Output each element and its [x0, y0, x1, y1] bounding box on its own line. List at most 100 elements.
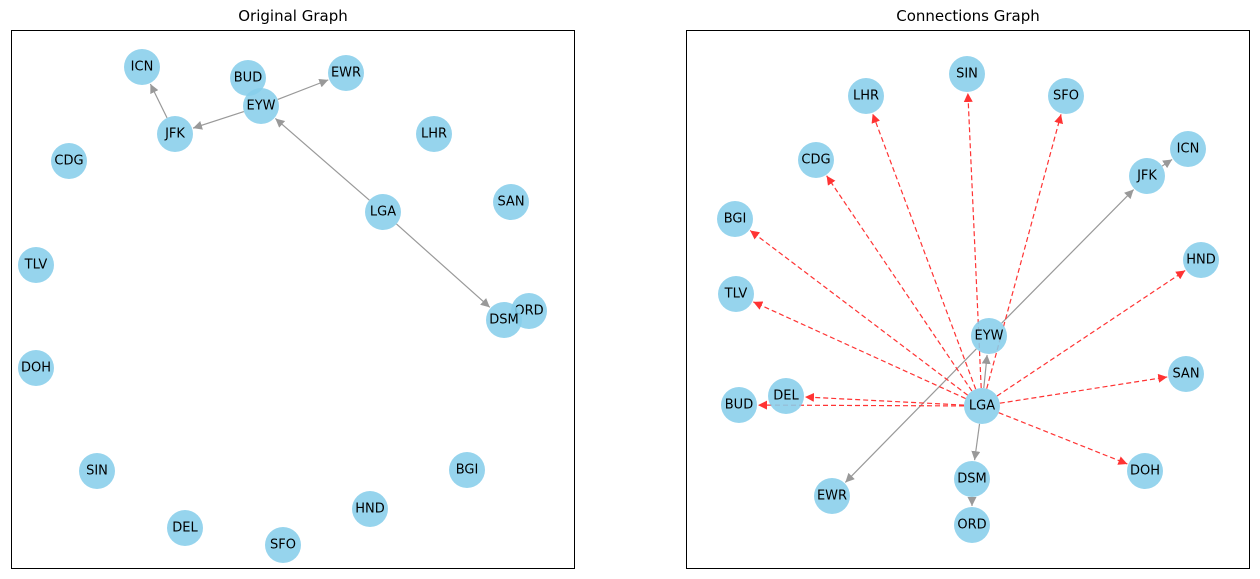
connections-edge-lga-to-doh: [998, 412, 1128, 465]
node-label: BUD: [725, 398, 753, 413]
connections-node-sfo: SFO: [1048, 78, 1084, 114]
connections-edge-lga-to-lhr: [871, 113, 977, 390]
node-circle: [1183, 242, 1219, 278]
connections-edge-lga-to-cdg: [826, 175, 973, 392]
node-label: DEL: [172, 521, 198, 536]
connections-edge-lga-to-eyw: [981, 354, 991, 389]
node-label: LHR: [853, 89, 879, 104]
node-circle: [1127, 453, 1163, 489]
connections-edge-lga-to-bgi: [749, 229, 969, 396]
original-node-tlv: TLV: [18, 247, 54, 283]
node-circle: [416, 116, 452, 152]
node-circle: [18, 350, 54, 386]
node-circle: [51, 143, 87, 179]
connections-edge-lga-to-dsm: [971, 423, 981, 461]
connections-node-cdg: CDG: [798, 142, 834, 178]
node-circle: [717, 201, 753, 237]
original-node-ewr: EWR: [328, 55, 364, 91]
node-circle: [167, 510, 203, 546]
node-label: ORD: [514, 304, 543, 319]
connections-node-bud: BUD: [721, 387, 757, 423]
node-label: CDG: [801, 153, 830, 168]
node-circle: [814, 478, 850, 514]
node-label: EYW: [974, 329, 1003, 344]
connections-node-del: DEL: [768, 378, 804, 414]
original-node-san: SAN: [493, 184, 529, 220]
connections-edge-lga-to-tlv: [753, 301, 966, 400]
connections-edge-lga-to-san: [999, 373, 1168, 404]
original-node-hnd: HND: [352, 491, 388, 527]
node-circle: [124, 49, 160, 85]
node-label: SFO: [270, 538, 296, 553]
node-circle: [848, 78, 884, 114]
node-label: SFO: [1053, 89, 1079, 104]
connections-node-bgi: BGI: [717, 201, 753, 237]
original-node-lga: LGA: [365, 194, 401, 230]
connections-graph-nodes: SIN LHR SFO CDG ICN JFK BGI HND TLV EYW SAN DEL BUD L…: [717, 56, 1219, 543]
node-circle: [964, 388, 1000, 424]
original-node-eyw: EYW: [243, 88, 279, 124]
connections-node-ewr: EWR: [814, 478, 850, 514]
node-circle: [493, 184, 529, 220]
connections-edge-lga-to-sfo: [986, 114, 1064, 389]
node-circle: [265, 527, 301, 563]
node-label: ICN: [1177, 142, 1200, 157]
node-circle: [1170, 131, 1206, 167]
node-circle: [718, 276, 754, 312]
node-circle: [243, 88, 279, 124]
original-node-sfo: SFO: [265, 527, 301, 563]
original-node-del: DEL: [167, 510, 203, 546]
original-graph-title: Original Graph: [238, 7, 348, 25]
node-circle: [721, 387, 757, 423]
connections-edge-lga-to-del: [804, 392, 965, 406]
node-label: SIN: [86, 464, 108, 479]
connections-node-ord: ORD: [954, 507, 990, 543]
node-label: BGI: [456, 463, 479, 478]
node-label: BGI: [724, 212, 747, 227]
original-edge-eyw-to-jfk: [192, 111, 245, 130]
node-label: JFK: [1136, 169, 1157, 184]
node-circle: [971, 318, 1007, 354]
node-label: LGA: [370, 205, 396, 220]
connections-node-san: SAN: [1168, 356, 1204, 392]
connections-node-sin: SIN: [949, 56, 985, 92]
original-node-bud: BUD: [230, 60, 266, 96]
connections-edge-eyw-to-ewr: [844, 348, 977, 483]
node-label: LGA: [969, 399, 995, 414]
node-circle: [18, 247, 54, 283]
connections-node-lga: LGA: [964, 388, 1000, 424]
original-node-bgi: BGI: [449, 452, 485, 488]
node-circle: [949, 56, 985, 92]
connections-node-jfk: JFK: [1129, 158, 1165, 194]
original-graph-edges: [149, 78, 491, 308]
node-circle: [486, 302, 522, 338]
original-node-doh: DOH: [18, 350, 54, 386]
node-label: SIN: [956, 67, 978, 82]
connections-node-dsm: DSM: [954, 461, 990, 497]
node-label: TLV: [24, 258, 48, 273]
original-edge-eyw-to-ewr: [277, 78, 329, 101]
node-label: ORD: [957, 518, 986, 533]
node-circle: [798, 142, 834, 178]
original-edge-lga-to-eyw: [274, 118, 370, 201]
connections-node-lhr: LHR: [848, 78, 884, 114]
connections-node-icn: ICN: [1170, 131, 1206, 167]
connections-graph-frame: [686, 30, 1250, 569]
node-circle: [230, 60, 266, 96]
node-label: EYW: [246, 99, 275, 114]
node-label: DEL: [773, 389, 799, 404]
node-circle: [768, 378, 804, 414]
node-label: ICN: [131, 60, 154, 75]
node-label: DSM: [957, 472, 986, 487]
node-circle: [365, 194, 401, 230]
connections-node-eyw: EYW: [971, 318, 1007, 354]
node-circle: [157, 116, 193, 152]
node-label: BUD: [234, 71, 262, 86]
original-node-lhr: LHR: [416, 116, 452, 152]
node-label: HND: [355, 502, 385, 517]
node-label: DSM: [489, 313, 518, 328]
node-circle: [954, 461, 990, 497]
